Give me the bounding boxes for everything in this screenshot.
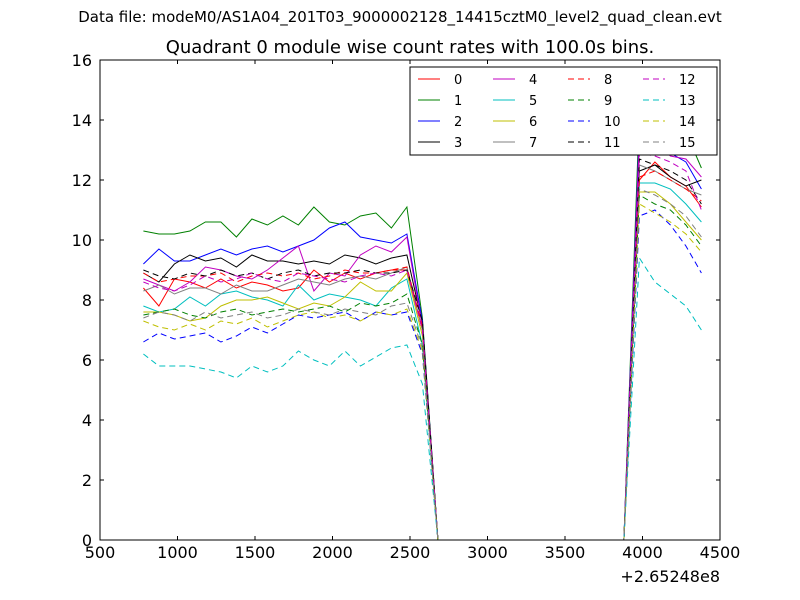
- legend-box: [409, 66, 718, 156]
- y-tick-label: 4: [82, 411, 92, 430]
- series-line-13: [143, 256, 702, 540]
- legend-label-11: 11: [604, 136, 621, 151]
- legend-label-15: 15: [679, 136, 696, 151]
- series-line-15: [143, 188, 702, 540]
- x-offset-label: +2.65248e8: [620, 567, 720, 586]
- legend-label-8: 8: [604, 73, 612, 88]
- series-line-4: [143, 137, 702, 540]
- legend-label-2: 2: [454, 115, 462, 130]
- x-tick-label: 3500: [545, 543, 586, 562]
- x-tick-label: 4000: [622, 543, 663, 562]
- y-tick-label: 16: [72, 51, 92, 70]
- y-tick-label: 8: [82, 291, 92, 310]
- legend-label-4: 4: [529, 73, 537, 88]
- y-tick-label: 10: [72, 231, 92, 250]
- y-tick-label: 0: [82, 531, 92, 550]
- x-tick-label: 2500: [390, 543, 431, 562]
- figure-suptitle: Data file: modeM0/AS1A04_201T03_90000021…: [78, 8, 722, 26]
- y-tick-label: 12: [72, 171, 92, 190]
- legend-label-6: 6: [529, 115, 537, 130]
- series-line-1: [143, 110, 702, 540]
- legend-label-1: 1: [454, 94, 462, 109]
- x-tick-label: 1500: [235, 543, 276, 562]
- legend-label-5: 5: [529, 94, 537, 109]
- legend-label-10: 10: [604, 115, 621, 130]
- legend-label-0: 0: [454, 73, 462, 88]
- legend-label-9: 9: [604, 94, 612, 109]
- series-line-12: [143, 152, 702, 540]
- x-tick-label: 2000: [312, 543, 353, 562]
- y-tick-label: 2: [82, 471, 92, 490]
- x-tick-label: 500: [85, 543, 116, 562]
- series-line-14: [143, 203, 702, 540]
- chart-title: Quadrant 0 module wise count rates with …: [165, 37, 655, 58]
- legend-label-14: 14: [679, 115, 696, 130]
- y-tick-label: 6: [82, 351, 92, 370]
- legend-label-13: 13: [679, 94, 696, 109]
- y-tick-label: 14: [72, 111, 92, 130]
- x-tick-label: 4500: [700, 543, 741, 562]
- legend-label-3: 3: [454, 136, 462, 151]
- legend-label-12: 12: [679, 73, 696, 88]
- series-line-9: [143, 194, 702, 540]
- x-tick-label: 1000: [157, 543, 198, 562]
- x-tick-label: 3000: [467, 543, 508, 562]
- legend-label-7: 7: [529, 136, 537, 151]
- series-group: [143, 110, 702, 540]
